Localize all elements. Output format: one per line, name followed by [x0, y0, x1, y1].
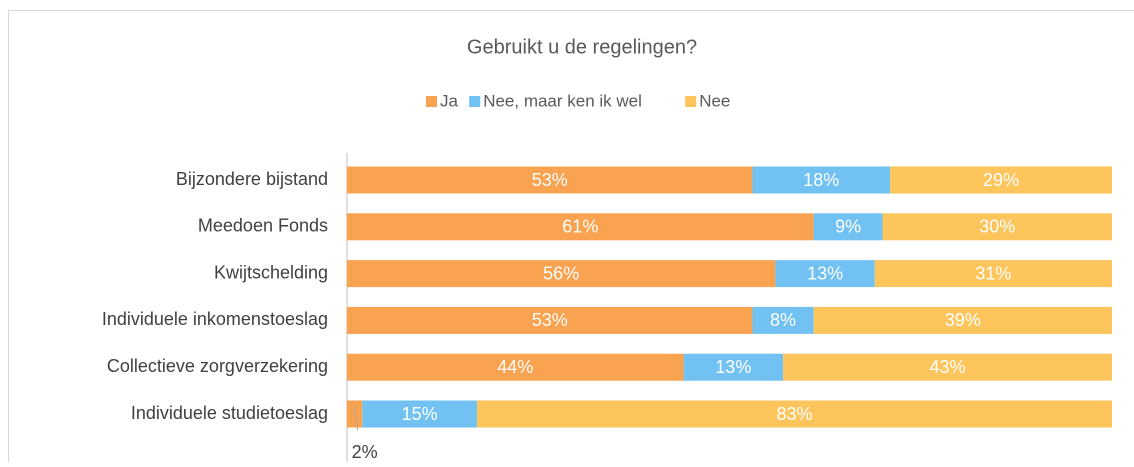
data-label: 15%: [402, 404, 438, 424]
data-label: 31%: [975, 263, 1011, 283]
data-label: 83%: [777, 404, 813, 424]
bar: [347, 401, 362, 428]
y-tick-label: Kwijtschelding: [214, 262, 328, 282]
legend-swatch: [685, 96, 696, 107]
data-label: 53%: [532, 170, 568, 190]
y-tick-label: Collectieve zorgverzekering: [107, 356, 328, 376]
y-tick-label: Meedoen Fonds: [198, 216, 328, 236]
data-label: 13%: [807, 263, 843, 283]
data-label: 30%: [979, 217, 1015, 237]
legend-label: Nee: [699, 91, 730, 110]
data-label: 61%: [562, 217, 598, 237]
data-label: 56%: [543, 263, 579, 283]
data-label: 29%: [983, 170, 1019, 190]
data-label: 18%: [803, 170, 839, 190]
legend-label: Nee, maar ken ik wel: [483, 91, 642, 110]
data-label: 43%: [930, 357, 966, 377]
data-label: 53%: [532, 310, 568, 330]
legend-label: Ja: [440, 91, 459, 110]
y-tick-label: Individuele studietoeslag: [131, 403, 328, 423]
y-tick-label: Bijzondere bijstand: [176, 169, 328, 189]
chart-title: Gebruikt u de regelingen?: [467, 36, 697, 58]
data-label: 13%: [715, 357, 751, 377]
data-label: 2%: [352, 442, 378, 462]
legend-swatch: [426, 96, 437, 107]
y-tick-label: Individuele inkomenstoeslag: [102, 309, 328, 329]
data-label: 8%: [770, 310, 796, 330]
data-label: 9%: [835, 217, 861, 237]
data-label: 39%: [945, 310, 981, 330]
data-label: 44%: [497, 357, 533, 377]
legend-swatch: [469, 96, 480, 107]
